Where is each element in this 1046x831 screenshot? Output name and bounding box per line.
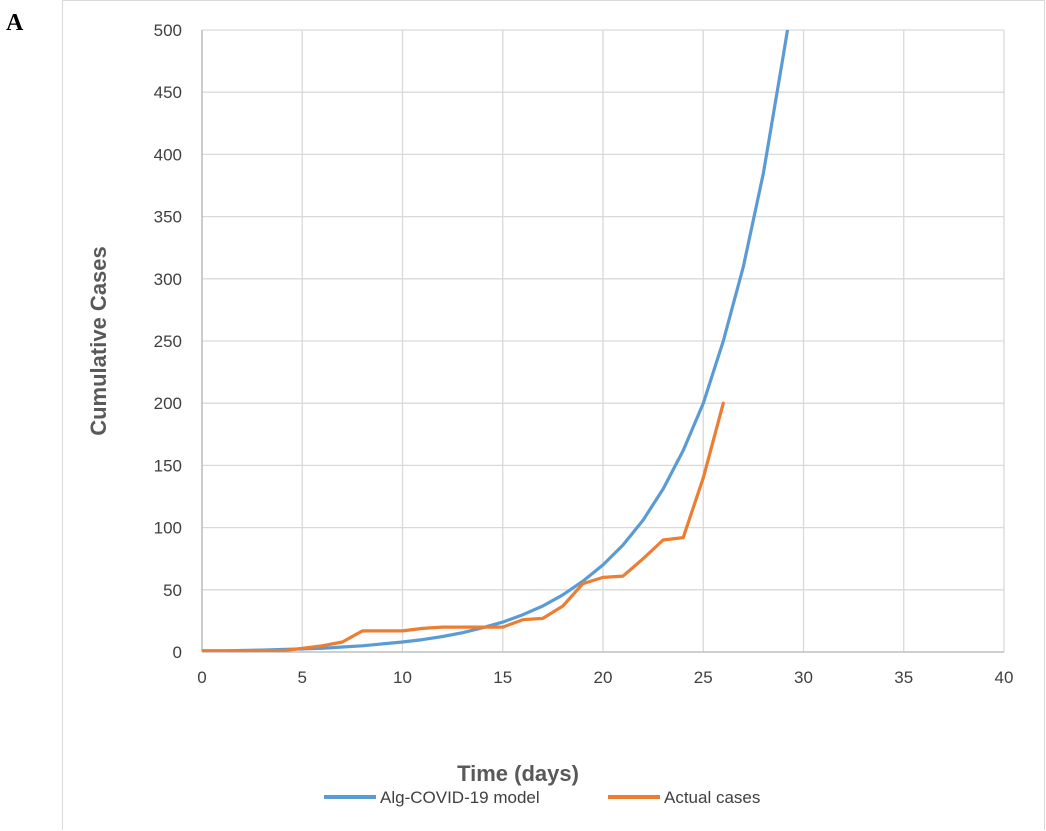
x-tick-label: 15 [493, 668, 512, 687]
tick-labels: 0 50 100 150 200 250 300 350 400 450 500 0 5 10 15 20 25… [154, 21, 1014, 687]
series-line-model [202, 30, 790, 652]
axes [201, 30, 1004, 653]
series-layer [202, 30, 790, 652]
y-tick-label: 0 [173, 643, 182, 662]
x-tick-label: 20 [594, 668, 613, 687]
gridlines [201, 29, 1005, 652]
x-tick-label: 25 [694, 668, 713, 687]
legend: Alg-COVID-19 model Actual cases [324, 788, 760, 807]
x-tick-label: 5 [298, 668, 307, 687]
chart-area-frame [62, 0, 1045, 830]
legend-label-actual: Actual cases [664, 788, 760, 807]
y-tick-label: 350 [154, 208, 182, 227]
y-tick-label: 100 [154, 519, 182, 538]
x-tick-label: 0 [197, 668, 206, 687]
y-tick-label: 250 [154, 332, 182, 351]
y-axis-title: Cumulative Cases [86, 246, 111, 436]
y-tick-label: 500 [154, 21, 182, 40]
x-tick-label: 35 [894, 668, 913, 687]
y-tick-label: 450 [154, 83, 182, 102]
legend-label-model: Alg-COVID-19 model [380, 788, 540, 807]
y-tick-label: 150 [154, 456, 182, 475]
panel-label: A [6, 10, 24, 36]
series-line-actual [202, 401, 725, 652]
x-tick-label: 40 [995, 668, 1014, 687]
y-tick-label: 300 [154, 270, 182, 289]
y-tick-label: 200 [154, 394, 182, 413]
x-tick-label: 10 [393, 668, 412, 687]
y-tick-label: 50 [163, 581, 182, 600]
y-tick-label: 400 [154, 145, 182, 164]
x-axis-title: Time (days) [457, 761, 579, 786]
x-tick-label: 30 [794, 668, 813, 687]
